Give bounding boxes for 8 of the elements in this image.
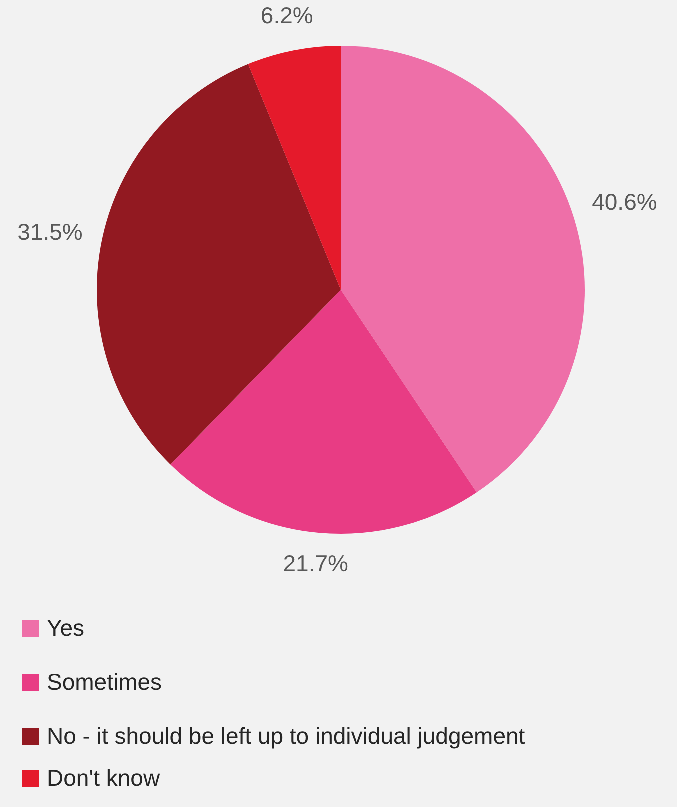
legend-label: Don't know	[47, 764, 160, 792]
legend-label: Yes	[47, 614, 85, 642]
legend-label: Sometimes	[47, 668, 162, 696]
data-label: 31.5%	[18, 218, 83, 245]
data-label: 6.2%	[260, 2, 314, 28]
data-label: 21.7%	[283, 550, 348, 577]
data-label: 40.6%	[592, 189, 658, 216]
legend-label: No - it should be left up to individual judgement	[47, 722, 526, 750]
